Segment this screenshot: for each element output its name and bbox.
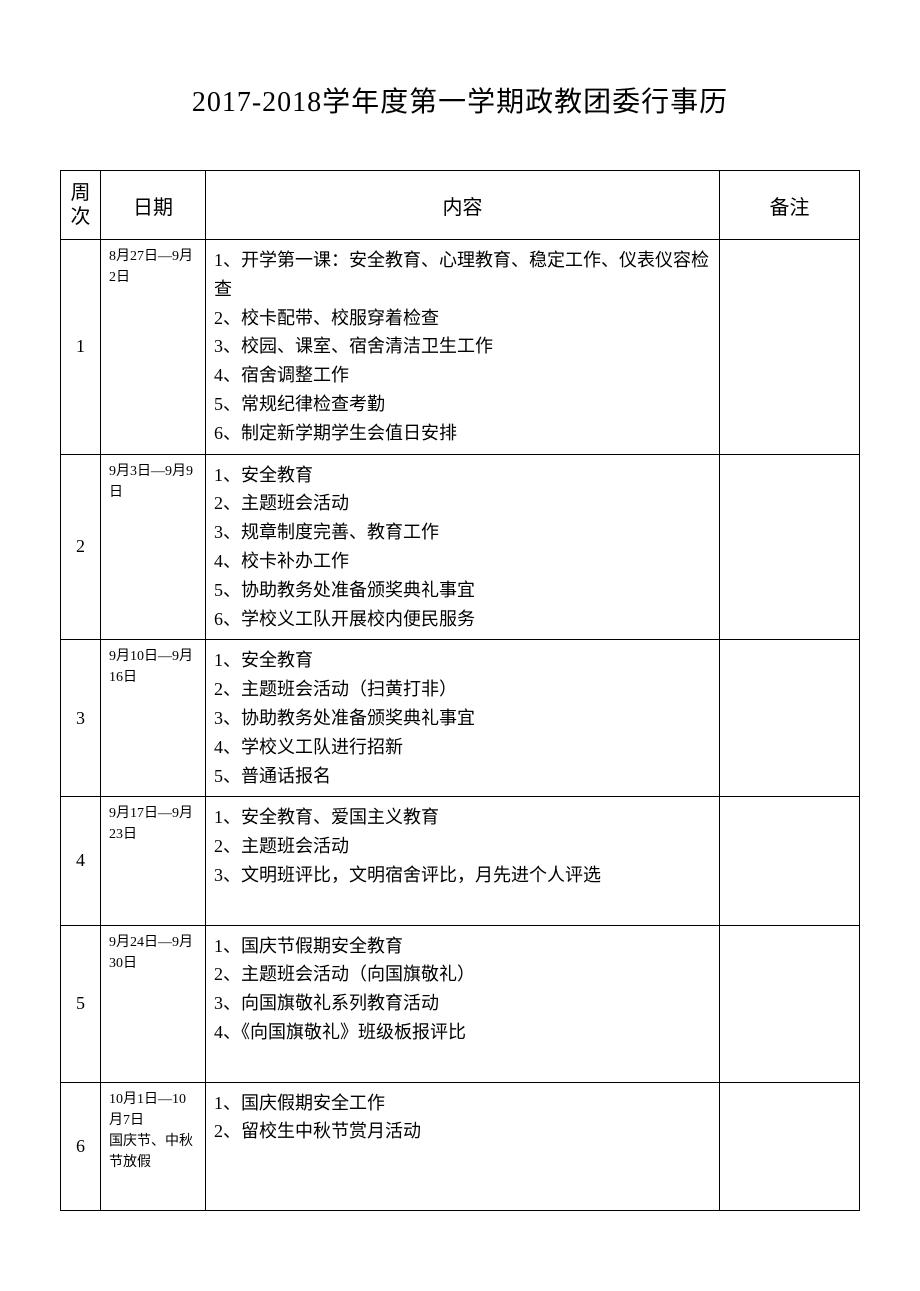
content-cell: 1、安全教育、爱国主义教育2、主题班会活动3、文明班评比，文明宿舍评比，月先进个…	[206, 797, 720, 925]
note-cell	[720, 797, 860, 925]
content-cell: 1、安全教育2、主题班会活动（扫黄打非）3、协助教务处准备颁奖典礼事宜4、学校义…	[206, 640, 720, 797]
content-cell: 1、安全教育2、主题班会活动3、规章制度完善、教育工作4、校卡补办工作5、协助教…	[206, 454, 720, 640]
note-cell	[720, 454, 860, 640]
date-cell: 9月24日—9月30日	[101, 925, 206, 1082]
page-title: 2017-2018学年度第一学期政教团委行事历	[60, 80, 860, 120]
week-cell: 3	[61, 640, 101, 797]
header-note: 备注	[720, 171, 860, 240]
date-cell: 9月17日—9月23日	[101, 797, 206, 925]
table-body: 1 8月27日—9月2日 1、开学第一课：安全教育、心理教育、稳定工作、仪表仪容…	[61, 240, 860, 1211]
header-content: 内容	[206, 171, 720, 240]
content-cell: 1、开学第一课：安全教育、心理教育、稳定工作、仪表仪容检查2、校卡配带、校服穿着…	[206, 240, 720, 455]
header-week: 周次	[61, 171, 101, 240]
note-cell	[720, 640, 860, 797]
table-row: 2 9月3日—9月9日 1、安全教育2、主题班会活动3、规章制度完善、教育工作4…	[61, 454, 860, 640]
week-cell: 2	[61, 454, 101, 640]
week-cell: 5	[61, 925, 101, 1082]
note-cell	[720, 240, 860, 455]
table-row: 4 9月17日—9月23日 1、安全教育、爱国主义教育2、主题班会活动3、文明班…	[61, 797, 860, 925]
header-date: 日期	[101, 171, 206, 240]
table-row: 5 9月24日—9月30日 1、国庆节假期安全教育2、主题班会活动（向国旗敬礼）…	[61, 925, 860, 1082]
week-cell: 1	[61, 240, 101, 455]
table-header-row: 周次 日期 内容 备注	[61, 171, 860, 240]
note-cell	[720, 925, 860, 1082]
table-row: 1 8月27日—9月2日 1、开学第一课：安全教育、心理教育、稳定工作、仪表仪容…	[61, 240, 860, 455]
week-cell: 4	[61, 797, 101, 925]
date-cell: 9月10日—9月16日	[101, 640, 206, 797]
date-cell: 9月3日—9月9日	[101, 454, 206, 640]
date-cell: 8月27日—9月2日	[101, 240, 206, 455]
schedule-table: 周次 日期 内容 备注 1 8月27日—9月2日 1、开学第一课：安全教育、心理…	[60, 170, 860, 1211]
content-cell: 1、国庆节假期安全教育2、主题班会活动（向国旗敬礼）3、向国旗敬礼系列教育活动4…	[206, 925, 720, 1082]
table-row: 3 9月10日—9月16日 1、安全教育2、主题班会活动（扫黄打非）3、协助教务…	[61, 640, 860, 797]
